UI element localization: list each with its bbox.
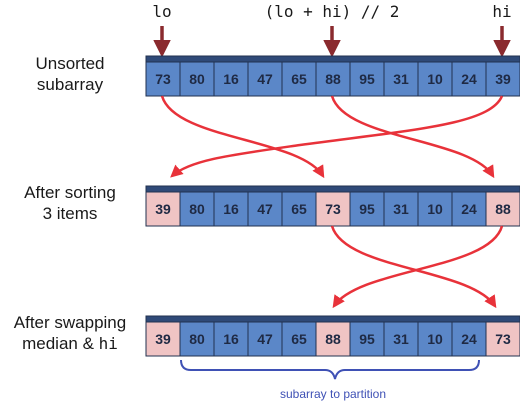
brace-label: subarray to partition [280,387,386,401]
array-cell [451,191,487,227]
arrays-group: 73 80 16 47 65 88 95 31 10 24 39 39 80 16 47 65 73 95 31 10… [145,55,520,357]
array-cell [247,61,283,97]
array-cell-value: 39 [495,71,511,87]
array-cell [145,191,181,227]
array-cell [281,191,317,227]
swap-arrow-88-to-hi [330,95,495,179]
array-cell-value: 88 [495,201,511,217]
array-cell [485,321,520,357]
swap-arrow-73-to-mid [160,95,325,179]
array-cell [383,321,419,357]
array-cell-value: 10 [427,331,443,347]
array-cell [281,321,317,357]
array-cell-value: 39 [155,201,171,217]
array-cell-value: 80 [189,331,205,347]
array-cell [281,61,317,97]
row-label-unsorted-line1: Unsorted [36,54,105,73]
array-cell-value: 80 [189,71,205,87]
array-cell-value: 65 [291,331,307,347]
array-cell-value: 31 [393,71,409,87]
array-row-2: 39 80 16 47 65 88 95 31 10 24 73 [145,315,520,357]
array-cell-value: 24 [461,71,477,87]
row-label-swapped-line1: After swapping [14,313,126,332]
array-cell [485,191,520,227]
array-cell-value: 80 [189,201,205,217]
array-cell-value: 47 [257,201,273,217]
partition-brace [180,359,480,380]
array-cell [213,61,249,97]
array-cell [417,61,453,97]
array-row-0: 73 80 16 47 65 88 95 31 10 24 39 [145,55,520,97]
array-cell-value: 73 [495,331,511,347]
array-cell-value: 95 [359,331,375,347]
array-header-bar [145,55,520,63]
row-label-unsorted-line2: subarray [37,75,104,94]
array-cell-value: 47 [257,71,273,87]
array-cell-value: 88 [325,331,341,347]
array-cell-value: 31 [393,201,409,217]
swap-arrow-39-to-lo [170,95,504,178]
pointer-label-hi: hi [492,2,511,21]
array-cell-value: 88 [325,71,341,87]
array-cell [315,321,351,357]
row-label-swapped-line2: median & hi [22,334,118,353]
array-cell [451,61,487,97]
array-cell-value: 39 [155,331,171,347]
swap-arrow-88-to-mid [332,225,504,309]
array-cell [485,61,520,97]
array-cell [179,191,215,227]
array-header-bar [145,315,520,323]
array-cell-value: 47 [257,331,273,347]
array-cell [213,321,249,357]
array-cell-value: 24 [461,201,477,217]
array-row-1: 39 80 16 47 65 73 95 31 10 24 88 [145,185,520,227]
array-cell-value: 16 [223,331,239,347]
array-cell-value: 95 [359,201,375,217]
array-cell-value: 10 [427,201,443,217]
array-cell-value: 95 [359,71,375,87]
array-cell-value: 31 [393,331,409,347]
row-label-sorted-line1: After sorting [24,183,116,202]
array-cell [145,61,181,97]
array-cell-value: 73 [155,71,171,87]
pointer-label-mid: (lo + hi) // 2 [265,2,400,21]
array-cell-value: 73 [325,201,341,217]
array-cell [213,191,249,227]
pointer-label-lo: lo [152,2,171,21]
row-label-swapped-prefix: median & [22,334,99,353]
array-cell [315,191,351,227]
array-header-bar [145,185,520,193]
row-label-sorted-line2: 3 items [43,204,98,223]
array-cell-value: 24 [461,331,477,347]
array-cell-value: 65 [291,201,307,217]
array-cell [349,61,385,97]
array-cell [383,191,419,227]
array-cell [247,191,283,227]
array-cell-value: 16 [223,71,239,87]
row-label-swapped-code: hi [99,334,118,353]
array-cell-value: 10 [427,71,443,87]
array-cell [383,61,419,97]
array-cell-value: 65 [291,71,307,87]
array-cell-value: 16 [223,201,239,217]
array-cell [417,191,453,227]
swap-arrow-73-to-hi [330,225,497,309]
